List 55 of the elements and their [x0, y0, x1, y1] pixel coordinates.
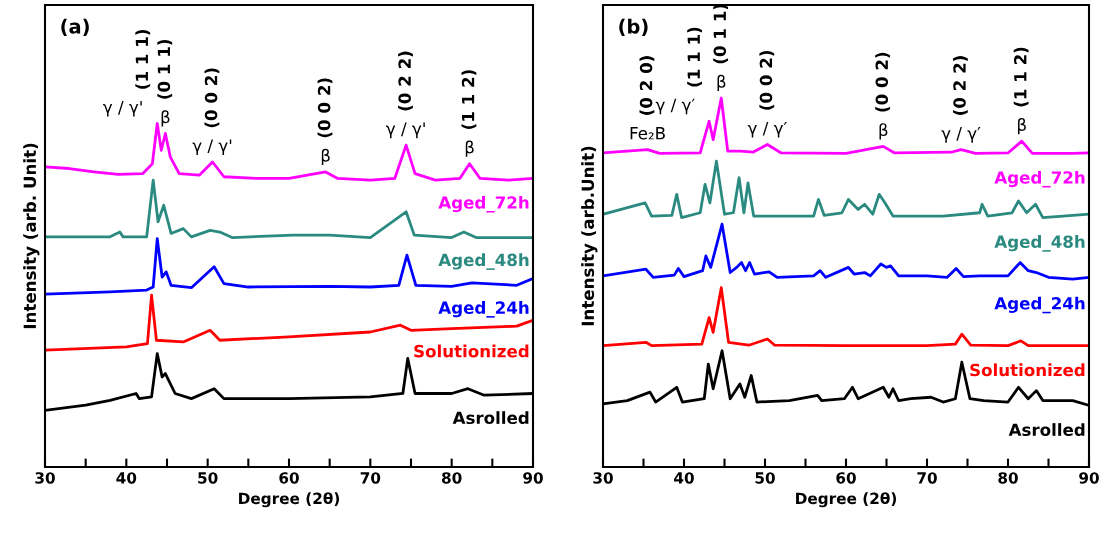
annotation: (0 0 2): [204, 68, 220, 128]
x-tick-label: 30: [593, 472, 613, 484]
x-tick-label: 60: [836, 472, 856, 484]
annotation: (1 1 2): [461, 70, 477, 129]
x-tick-label: 90: [1079, 472, 1099, 484]
y-axis-title: Intensity (arb. Unit): [23, 143, 40, 329]
annotation: (1 1 1): [687, 27, 703, 87]
series-label: Aged_48h: [438, 253, 529, 270]
annotation: (0 1 1): [157, 39, 173, 99]
x-tick-label: 30: [35, 472, 55, 484]
x-tick-label: 40: [116, 472, 137, 484]
x-axis-title: Degree (2θ): [239, 492, 340, 508]
x-tick-label: 50: [198, 472, 218, 484]
annotation: (0 2 2): [952, 56, 968, 115]
annotation: β: [1018, 117, 1026, 135]
series-label: Aged_48h: [994, 235, 1085, 252]
x-tick-label: 80: [998, 472, 1018, 484]
annotation: (1 1 1): [135, 29, 151, 89]
annotation: (0 0 2): [317, 78, 333, 138]
series-label: Solutionized: [970, 363, 1085, 377]
annotation: β: [879, 123, 888, 140]
x-tick-label: 50: [755, 472, 775, 484]
y-axis-title: Intensity (arb.Unit): [581, 146, 598, 326]
annotation: (0 0 2): [875, 52, 891, 112]
x-tick-label: 70: [360, 472, 381, 484]
annotation: γ / γ′: [941, 127, 981, 143]
annotation: (1 1 2): [1013, 47, 1029, 107]
annotation: (0 0 2): [759, 50, 775, 110]
series-label: Aged_24h: [994, 296, 1085, 314]
x-tick-label: 90: [523, 472, 543, 484]
text: (a): [61, 18, 89, 37]
series-label: Solutionized: [414, 344, 529, 358]
x-tick-label: 60: [279, 472, 299, 484]
annotation: γ / γ': [103, 100, 142, 117]
annotation: γ / γ′: [747, 121, 787, 138]
series-label: Aged_24h: [438, 301, 529, 318]
annotation: γ / γ′: [655, 98, 695, 115]
annotation: β: [161, 110, 170, 127]
series-label: Aged_72h: [438, 195, 529, 213]
series-label: Asrolled: [452, 411, 529, 425]
annotation: (0 2 2): [398, 51, 413, 111]
annotation: (0 2 0): [639, 56, 655, 115]
x-tick-label: 70: [917, 472, 937, 484]
annotation: γ / γ': [192, 139, 232, 156]
annotation: β: [465, 140, 474, 157]
x-tick-label: 40: [674, 472, 694, 484]
series-label: Asrolled: [1008, 423, 1085, 437]
annotation: γ / γ': [386, 122, 425, 139]
series-label: Aged_72h: [994, 170, 1085, 188]
x-tick-label: 80: [441, 472, 462, 484]
annotation: Fe₂B: [630, 127, 665, 140]
text: (b): [619, 18, 648, 37]
annotation: β: [321, 148, 330, 165]
annotation: β: [717, 74, 726, 92]
x-axis-title: Degree (2θ): [796, 492, 897, 508]
